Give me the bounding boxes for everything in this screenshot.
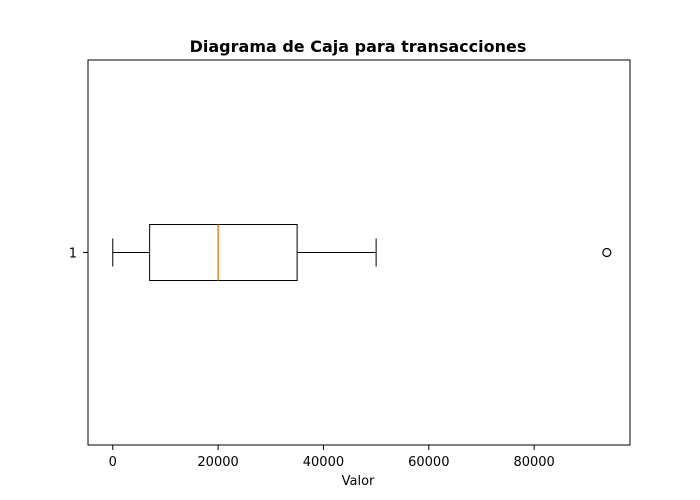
y-tick-label: 1 [69,247,77,262]
x-tick-label: 60000 [408,455,449,470]
x-axis-label: Valor [342,474,375,489]
chart-title: Diagrama de Caja para transacciones [190,37,527,56]
box-iqr [149,224,298,281]
x-tick-label: 0 [109,455,117,470]
x-tick-label: 20000 [197,455,238,470]
box-group [112,224,612,281]
x-tick-label: 40000 [303,455,344,470]
outlier-point [602,247,612,258]
y-axis: 1 [69,247,88,262]
x-axis: 0 20000 40000 60000 80000 [109,445,555,470]
x-tick-label: 80000 [513,455,554,470]
